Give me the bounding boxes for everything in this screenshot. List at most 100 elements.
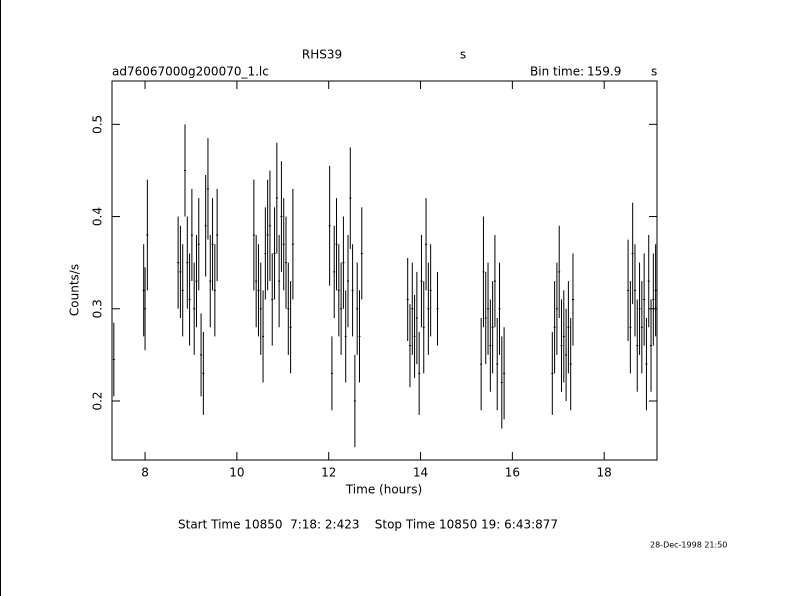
error-bar	[252, 179, 255, 291]
error-bar	[638, 262, 641, 355]
title-unit: s	[460, 48, 466, 62]
error-bar	[337, 244, 340, 337]
error-bar	[200, 313, 203, 397]
error-bar	[268, 170, 271, 282]
error-bar	[211, 198, 214, 291]
error-bar	[553, 281, 556, 374]
error-bar	[144, 267, 147, 351]
error-bar	[291, 188, 294, 300]
error-bar	[353, 354, 356, 448]
error-bar	[652, 253, 655, 346]
error-bar	[358, 290, 361, 383]
subtitle: ad76067000g200070_1.lc	[112, 65, 269, 79]
error-bar	[193, 262, 196, 355]
error-bar	[184, 124, 187, 217]
error-bar	[202, 331, 205, 415]
error-bar	[216, 188, 219, 282]
error-bar	[496, 317, 499, 411]
error-bar	[266, 179, 269, 291]
error-bar	[643, 253, 646, 346]
error-bar	[142, 244, 145, 337]
error-bar	[420, 234, 423, 328]
error-bar	[429, 244, 432, 337]
error-bar	[654, 244, 657, 337]
error-bar	[349, 147, 352, 249]
error-bar	[500, 336, 503, 429]
error-bar	[569, 317, 572, 411]
footer: Start Time 10850 7:18: 2:423 Stop Time 1…	[178, 518, 558, 532]
error-bar	[289, 281, 292, 374]
error-bar	[482, 216, 485, 328]
error-bar	[213, 244, 216, 337]
error-bar	[264, 207, 267, 300]
error-bar	[280, 161, 283, 272]
error-bar	[255, 234, 258, 328]
x-axis-label: Time (hours)	[345, 483, 422, 497]
error-bar	[330, 336, 333, 411]
error-bar	[186, 216, 189, 309]
error-bar	[498, 262, 501, 355]
error-bar	[427, 262, 430, 355]
error-bar	[647, 234, 650, 328]
error-bar	[282, 198, 285, 291]
error-bar	[551, 331, 554, 415]
bin-time: 159.9	[587, 65, 621, 79]
plot-frame	[111, 80, 658, 461]
y-tick-label: 0.2	[91, 391, 105, 410]
y-tick-label: 0.5	[91, 115, 105, 134]
error-bar	[190, 188, 193, 282]
y-axis-label: Counts/s	[68, 264, 82, 316]
error-bar	[146, 179, 149, 291]
error-bar	[413, 294, 416, 378]
error-bar	[181, 244, 184, 337]
error-bar	[271, 253, 274, 346]
error-bar	[633, 244, 636, 337]
error-bar	[342, 216, 345, 309]
error-bar	[259, 262, 262, 355]
error-bar	[275, 142, 278, 254]
error-bar	[562, 290, 565, 383]
error-bar	[209, 234, 212, 328]
error-bar	[645, 317, 648, 411]
error-bar	[346, 234, 349, 328]
error-bar	[195, 234, 198, 328]
error-bar	[285, 216, 288, 309]
y-tick-label: 0.3	[91, 299, 105, 318]
error-bar	[555, 262, 558, 355]
error-bar	[273, 207, 276, 300]
error-bar	[480, 317, 483, 411]
error-bar	[640, 281, 643, 374]
error-bar	[627, 239, 630, 342]
error-bar	[436, 271, 439, 346]
error-bar	[344, 290, 347, 383]
error-bar	[636, 299, 639, 392]
error-bar	[262, 290, 265, 383]
error-bar	[650, 299, 653, 392]
error-bar	[340, 262, 343, 355]
error-bar	[565, 308, 568, 401]
error-bar	[356, 262, 359, 355]
error-bar	[204, 175, 207, 277]
error-bar	[560, 299, 563, 392]
error-bar	[503, 327, 506, 420]
x-tick-label: 18	[597, 466, 612, 480]
x-tick-label: 8	[141, 466, 149, 480]
error-bar	[206, 138, 209, 240]
error-bar	[629, 281, 632, 374]
error-bar	[418, 331, 421, 415]
error-bar	[406, 258, 409, 342]
error-bar	[197, 198, 200, 291]
error-bar	[179, 225, 182, 318]
error-bar	[484, 271, 487, 365]
error-bar	[351, 244, 354, 337]
error-bar	[487, 262, 490, 355]
error-bar	[287, 262, 290, 355]
error-bar	[335, 198, 338, 291]
error-bar	[188, 253, 191, 346]
error-bar	[491, 281, 494, 374]
error-bar	[257, 244, 260, 337]
error-bar	[415, 271, 418, 365]
bin-time-label: Bin time:	[530, 65, 584, 79]
error-bar	[328, 165, 331, 286]
error-bar	[567, 281, 570, 374]
